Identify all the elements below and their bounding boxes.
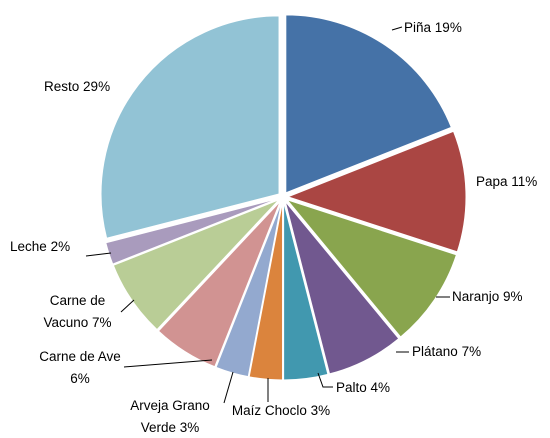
value-label: 4% (370, 380, 391, 395)
value-label: 29% (83, 79, 111, 94)
leader-line (391, 26, 403, 31)
value-label: 6% (70, 371, 90, 386)
category-label: Carne de Vacuno (43, 293, 106, 330)
data-label: Piña 19% (404, 17, 484, 39)
leader-line (123, 359, 213, 368)
category-label: Arveja Grano Verde (130, 398, 210, 435)
category-label: Piña (404, 20, 432, 35)
value-label: 7% (461, 344, 482, 359)
data-label: Arveja Grano Verde 3% (115, 395, 225, 438)
category-label: Leche (10, 239, 47, 254)
value-label: 3% (179, 420, 200, 435)
category-label: Naranjo (452, 289, 500, 304)
value-label: 2% (50, 239, 71, 254)
pie-slice (285, 198, 458, 338)
category-label: Plátano (412, 344, 458, 359)
category-label: Palto (336, 380, 367, 395)
category-label: Maíz Choclo (231, 403, 307, 418)
leader-line (317, 372, 333, 388)
pie-slice (286, 130, 467, 253)
data-label: Maíz Choclo 3% (231, 400, 331, 422)
category-label: Papa (476, 174, 508, 189)
pie-slice (215, 201, 283, 378)
value-label: 9% (503, 289, 523, 304)
pie-slice (112, 199, 280, 331)
category-label: Carne de Ave (39, 349, 121, 364)
data-label: Papa 11% (476, 171, 546, 193)
data-label: Naranjo 9% (452, 286, 547, 308)
data-label: Plátano 7% (412, 341, 507, 363)
leader-line (85, 252, 112, 257)
value-label: 3% (310, 403, 331, 418)
pie-slice (248, 201, 284, 381)
pie-slice (157, 200, 281, 368)
category-label: Resto (44, 79, 80, 94)
data-label: Carne de Ave 6% (35, 346, 125, 390)
value-label: 11% (511, 174, 538, 189)
data-label: Resto 29% (44, 76, 144, 98)
pie-slice (285, 14, 452, 194)
data-label: Palto 4% (336, 377, 416, 399)
leader-line (223, 371, 234, 404)
pie-slice (100, 15, 280, 239)
data-label: Carne de Vacuno 7% (30, 290, 125, 334)
value-label: 19% (434, 20, 462, 35)
value-label: 7% (92, 315, 112, 330)
data-label: Leche 2% (10, 236, 90, 258)
pie-slice (283, 201, 329, 381)
pie-slice (284, 201, 400, 375)
leader-line (120, 299, 135, 313)
